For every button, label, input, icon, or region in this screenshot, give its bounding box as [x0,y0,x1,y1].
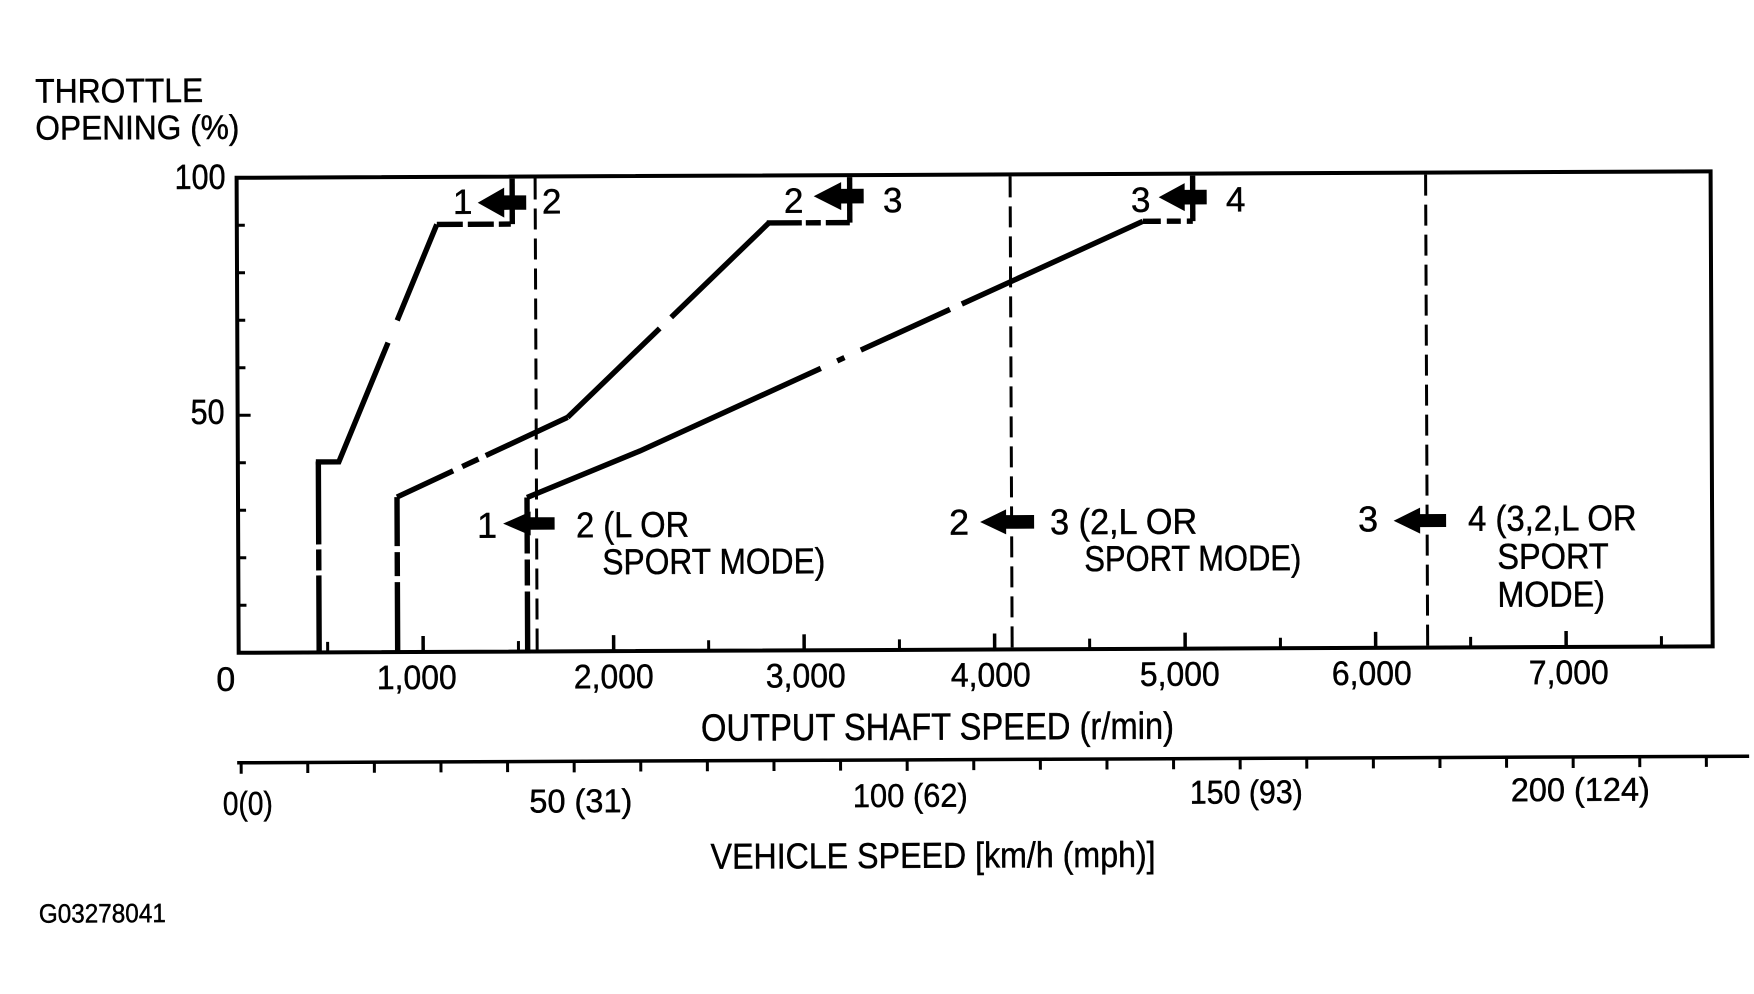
svg-text:4: 4 [1226,180,1246,219]
svg-text:1: 1 [477,505,497,546]
svg-text:1,000: 1,000 [377,659,457,697]
svg-text:SPORT: SPORT [1497,535,1609,576]
svg-text:100: 100 [175,158,226,197]
svg-text:OPENING (%): OPENING (%) [35,109,239,148]
svg-text:200 (124): 200 (124) [1511,771,1650,809]
svg-text:2: 2 [542,182,562,221]
svg-text:100 (62): 100 (62) [853,777,968,815]
svg-text:1: 1 [453,183,473,222]
svg-text:2: 2 [949,502,969,543]
svg-text:3: 3 [1131,181,1151,220]
svg-text:MODE): MODE) [1497,573,1605,614]
svg-text:150 (93): 150 (93) [1190,773,1303,810]
svg-text:G03278041: G03278041 [39,898,166,929]
svg-text:OUTPUT SHAFT SPEED (r/min): OUTPUT SHAFT SPEED (r/min) [701,706,1174,750]
svg-text:0(0): 0(0) [223,785,273,822]
svg-text:2,000: 2,000 [574,658,654,696]
svg-text:3,000: 3,000 [766,657,846,695]
svg-text:SPORT MODE): SPORT MODE) [1084,537,1301,579]
svg-text:3: 3 [883,181,903,220]
svg-text:7,000: 7,000 [1529,654,1609,692]
svg-text:2: 2 [784,182,804,221]
svg-text:3 (2,L OR: 3 (2,L OR [1050,501,1197,543]
svg-text:6,000: 6,000 [1332,655,1412,693]
svg-text:VEHICLE SPEED [km/h (mph)]: VEHICLE SPEED [km/h (mph)] [710,834,1155,877]
svg-text:4 (3,2,L OR: 4 (3,2,L OR [1468,497,1637,539]
svg-text:50 (31): 50 (31) [529,782,632,819]
svg-text:THROTTLE: THROTTLE [35,72,203,111]
svg-text:SPORT MODE): SPORT MODE) [602,540,825,582]
svg-text:4,000: 4,000 [951,656,1031,694]
svg-text:2 (L OR: 2 (L OR [576,504,689,545]
svg-text:50: 50 [191,393,225,432]
svg-text:0: 0 [216,661,235,699]
svg-text:5,000: 5,000 [1140,656,1220,694]
svg-text:3: 3 [1358,498,1378,539]
